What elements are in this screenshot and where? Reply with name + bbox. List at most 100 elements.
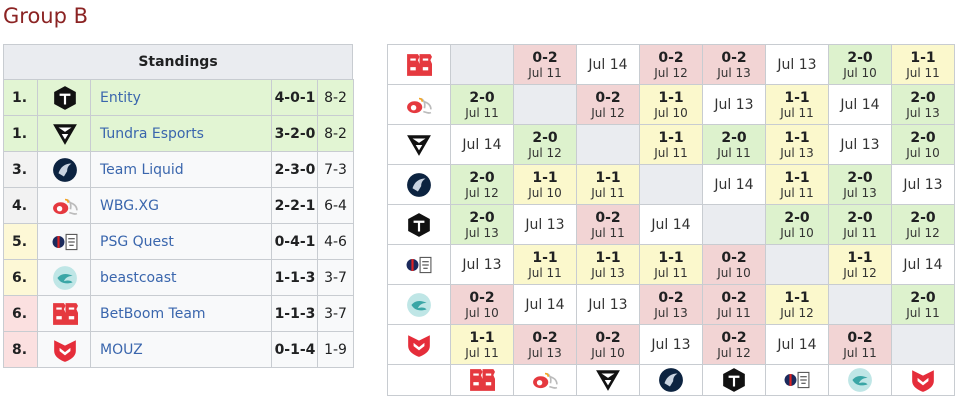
match-record: 1-1-3 [271, 259, 319, 296]
match-cell: Jul 14 [702, 164, 766, 205]
match-score: 1-1 [532, 169, 558, 186]
match-cell: 2-0 Jul 13 [891, 84, 955, 125]
match-cell: Jul 14 [450, 124, 514, 165]
match-date: Jul 13 [717, 65, 751, 80]
match-score: 0-2 [532, 329, 558, 346]
match-date: Jul 14 [651, 216, 691, 233]
match-score: 2-0 [721, 129, 747, 146]
match-score: 0-2 [595, 209, 621, 226]
match-date: Jul 11 [591, 225, 625, 240]
team-name[interactable]: beastcoast [90, 259, 273, 296]
map-record: 1-9 [317, 331, 354, 368]
match-cell: 2-0 Jul 11 [450, 84, 514, 125]
match-cell: 1-1 Jul 10 [639, 84, 703, 125]
team-logo [406, 132, 432, 158]
match-score: 1-1 [784, 89, 810, 106]
match-date: Jul 14 [903, 256, 943, 273]
match-score: 0-2 [721, 249, 747, 266]
row-logo [387, 284, 451, 325]
team-name[interactable]: Team Liquid [90, 151, 273, 188]
match-cell: 0-2 Jul 10 [702, 244, 766, 285]
team-logo [406, 292, 432, 318]
team-name[interactable]: Tundra Esports [90, 115, 273, 152]
match-score: 1-1 [784, 289, 810, 306]
match-score: 0-2 [595, 329, 621, 346]
match-date: Jul 10 [717, 265, 751, 280]
map-record: 4-6 [317, 223, 354, 260]
match-date: Jul 14 [777, 336, 817, 353]
match-date: Jul 11 [780, 105, 814, 120]
column-logo [639, 364, 703, 396]
logo-cell [37, 295, 92, 332]
match-date: Jul 11 [717, 305, 751, 320]
corner-cell [387, 364, 451, 396]
team-name[interactable]: PSG Quest [90, 223, 273, 260]
match-date: Jul 11 [465, 345, 499, 360]
rank: 5. [3, 223, 39, 260]
match-score: 0-2 [658, 289, 684, 306]
team-logo [469, 367, 495, 393]
match-cell: 2-0 Jul 11 [891, 284, 955, 325]
map-record: 8-2 [317, 79, 354, 116]
match-cell: Jul 13 [576, 284, 640, 325]
column-logo [765, 364, 829, 396]
match-score: 0-2 [469, 289, 495, 306]
match-cell: 1-1 Jul 11 [450, 324, 514, 365]
team-logo [52, 265, 78, 291]
match-date: Jul 13 [906, 105, 940, 120]
match-date: Jul 13 [528, 345, 562, 360]
match-score: 2-0 [910, 289, 936, 306]
self-cell [702, 204, 766, 245]
row-logo [387, 84, 451, 125]
self-cell [639, 164, 703, 205]
match-score: 2-0 [469, 209, 495, 226]
logo-cell [37, 187, 92, 224]
match-date: Jul 14 [588, 56, 628, 73]
team-logo [910, 367, 936, 393]
rank: 6. [3, 259, 39, 296]
match-date: Jul 13 [651, 336, 691, 353]
team-logo [406, 92, 432, 118]
match-date: Jul 10 [843, 65, 877, 80]
team-name[interactable]: BetBoom Team [90, 295, 273, 332]
match-date: Jul 10 [780, 225, 814, 240]
match-score: 1-1 [847, 249, 873, 266]
match-score: 0-2 [721, 329, 747, 346]
match-date: Jul 11 [528, 65, 562, 80]
match-cell: 1-1 Jul 11 [639, 244, 703, 285]
match-record: 0-1-4 [271, 331, 319, 368]
match-score: 0-2 [532, 49, 558, 66]
match-date: Jul 13 [462, 256, 502, 273]
match-score: 2-0 [847, 169, 873, 186]
match-record: 2-2-1 [271, 187, 319, 224]
match-cell: 1-1 Jul 13 [576, 244, 640, 285]
team-logo [658, 367, 684, 393]
team-logo [406, 52, 432, 78]
match-date: Jul 13 [591, 265, 625, 280]
match-cell: Jul 13 [828, 124, 892, 165]
standings-header: Standings [3, 44, 353, 80]
team-name[interactable]: MOUZ [90, 331, 273, 368]
match-cell: 1-1 Jul 11 [639, 124, 703, 165]
match-score: 2-0 [469, 89, 495, 106]
rank: 1. [3, 79, 39, 116]
map-record: 8-2 [317, 115, 354, 152]
match-cell: 1-1 Jul 11 [576, 164, 640, 205]
match-cell: Jul 14 [891, 244, 955, 285]
team-name[interactable]: Entity [90, 79, 273, 116]
match-cell: 0-2 Jul 11 [513, 44, 577, 85]
match-score: 1-1 [658, 89, 684, 106]
match-date: Jul 11 [465, 105, 499, 120]
team-name[interactable]: WBG.XG [90, 187, 273, 224]
team-logo [721, 367, 747, 393]
column-logo [702, 364, 766, 396]
match-date: Jul 11 [906, 65, 940, 80]
match-record: 3-2-0 [271, 115, 319, 152]
match-date: Jul 13 [903, 176, 943, 193]
match-cell: 0-2 Jul 12 [576, 84, 640, 125]
match-score: 2-0 [910, 89, 936, 106]
rank: 1. [3, 115, 39, 152]
match-date: Jul 13 [654, 305, 688, 320]
match-date: Jul 11 [906, 305, 940, 320]
match-date: Jul 11 [654, 145, 688, 160]
